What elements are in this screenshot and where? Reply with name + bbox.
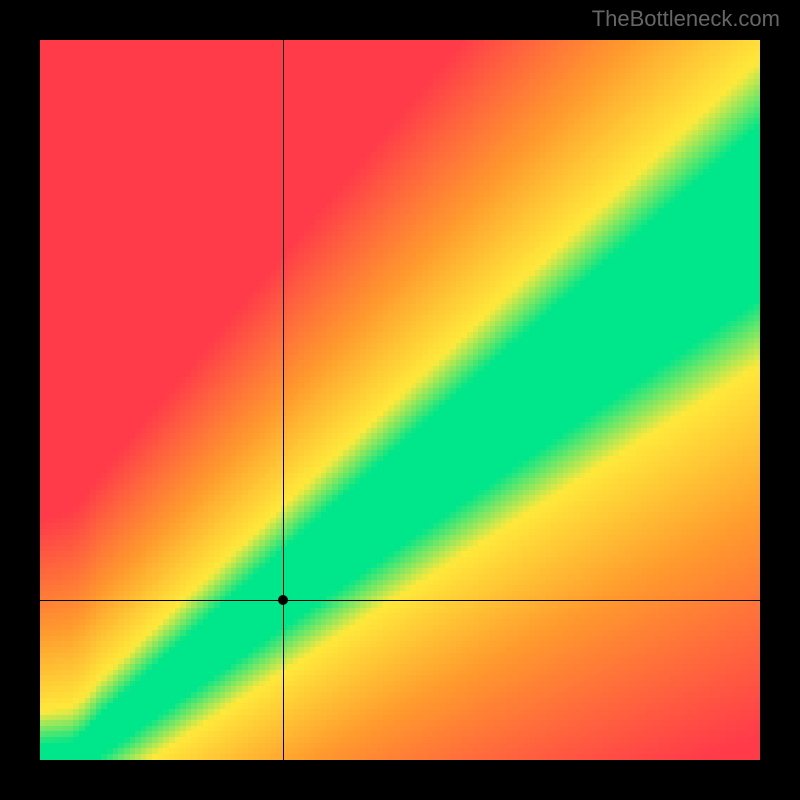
marker-dot [278, 595, 288, 605]
crosshair-horizontal [40, 600, 760, 601]
plot-area [40, 40, 760, 760]
watermark-text: TheBottleneck.com [592, 6, 780, 32]
heatmap-canvas [40, 40, 760, 760]
crosshair-vertical [283, 40, 284, 760]
chart-container: TheBottleneck.com [0, 0, 800, 800]
